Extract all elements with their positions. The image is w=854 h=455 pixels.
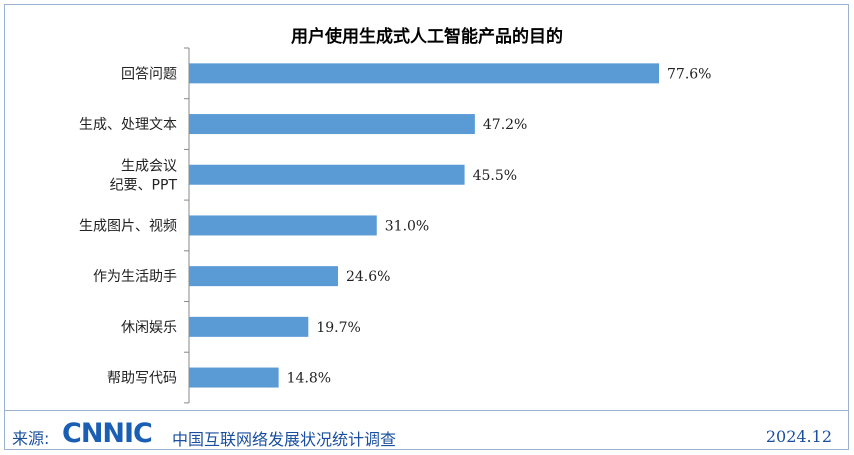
value-label: 45.5% [473, 168, 517, 184]
category-label: 生成、处理文本 [79, 117, 177, 133]
category-label: 回答问题 [121, 65, 177, 82]
bar [189, 63, 659, 84]
bar [189, 367, 279, 388]
footer-divider [4, 410, 849, 411]
category-label: 生成会议纪要、PPT [110, 158, 178, 193]
footer-source-label: 来源: [12, 429, 50, 448]
value-label: 77.6% [667, 66, 711, 82]
bar [189, 215, 377, 236]
bar [189, 266, 338, 287]
value-label: 24.6% [346, 269, 390, 285]
value-label: 47.2% [483, 117, 527, 133]
category-label: 休闲娱乐 [121, 320, 177, 336]
category-label: 作为生活助手 [93, 269, 177, 285]
value-label: 31.0% [385, 218, 429, 234]
bar [189, 164, 465, 185]
value-label: 19.7% [316, 320, 360, 336]
bar-chart: 77.6% 回答问题 47.2% 生成、处理文本 45.5% 生成会议纪要、PPT 31.0… [79, 47, 711, 404]
bar [189, 316, 309, 337]
chart-title: 用户使用生成式人工智能产品的目的 [291, 27, 563, 47]
footer-source: 中国互联网络发展状况统计调查 [172, 430, 397, 449]
category-label: 帮助写代码 [107, 371, 177, 387]
footer-date: 2024.12 [765, 427, 832, 446]
category-label: 生成图片、视频 [79, 218, 177, 234]
bar [189, 114, 475, 135]
value-label: 14.8% [287, 371, 331, 387]
cnnic-logo: CNNIC [62, 418, 153, 449]
chart-frame [4, 4, 849, 450]
